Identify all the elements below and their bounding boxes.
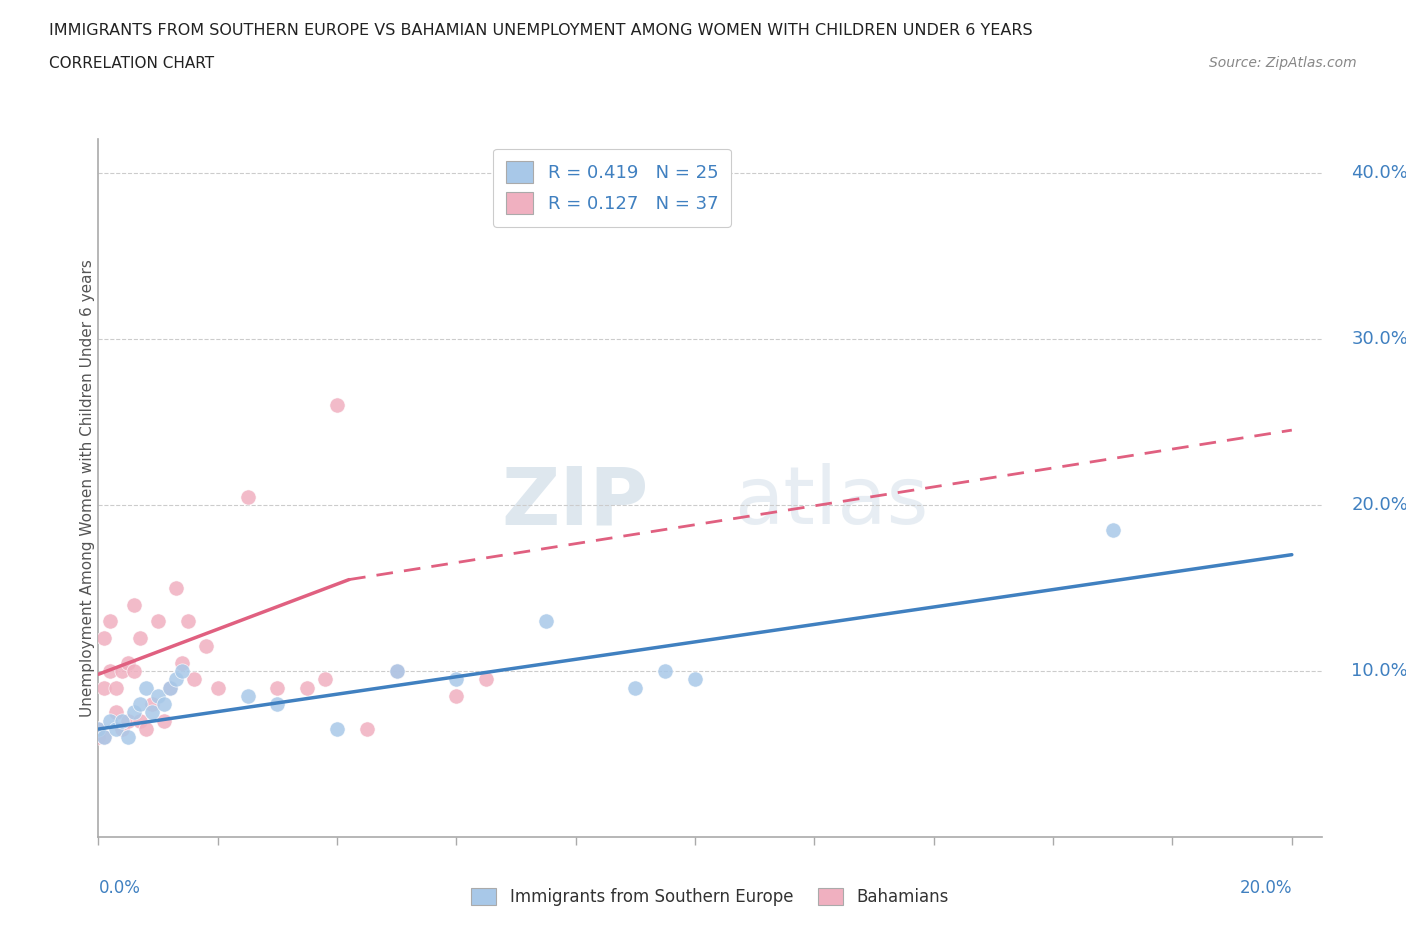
- Point: [624, 680, 647, 695]
- Point: [98, 614, 121, 629]
- Point: [266, 697, 288, 711]
- Point: [117, 730, 139, 745]
- Point: [93, 730, 115, 745]
- Text: 10.0%: 10.0%: [1351, 662, 1406, 680]
- Text: atlas: atlas: [734, 463, 929, 541]
- Point: [165, 671, 187, 686]
- Point: [165, 580, 187, 595]
- Point: [314, 671, 336, 686]
- Point: [1101, 523, 1123, 538]
- Text: CORRELATION CHART: CORRELATION CHART: [49, 56, 214, 71]
- Point: [236, 489, 259, 504]
- Y-axis label: Unemployment Among Women with Children Under 6 years: Unemployment Among Women with Children U…: [80, 259, 94, 717]
- Point: [326, 722, 349, 737]
- Point: [534, 614, 557, 629]
- Legend: Immigrants from Southern Europe, Bahamians: Immigrants from Southern Europe, Bahamia…: [464, 881, 956, 912]
- Point: [297, 680, 319, 695]
- Point: [122, 663, 145, 678]
- Text: Source: ZipAtlas.com: Source: ZipAtlas.com: [1209, 56, 1357, 70]
- Point: [183, 671, 205, 686]
- Point: [141, 705, 163, 720]
- Point: [87, 730, 110, 745]
- Point: [446, 688, 468, 703]
- Point: [153, 697, 176, 711]
- Point: [98, 663, 121, 678]
- Point: [654, 663, 676, 678]
- Point: [117, 713, 139, 728]
- Point: [385, 663, 408, 678]
- Point: [105, 680, 128, 695]
- Point: [117, 655, 139, 670]
- Point: [93, 631, 115, 645]
- Point: [111, 713, 134, 728]
- Point: [122, 597, 145, 612]
- Point: [177, 614, 200, 629]
- Point: [146, 614, 169, 629]
- Point: [135, 722, 157, 737]
- Point: [236, 688, 259, 703]
- Point: [111, 663, 134, 678]
- Point: [475, 671, 498, 686]
- Text: IMMIGRANTS FROM SOUTHERN EUROPE VS BAHAMIAN UNEMPLOYMENT AMONG WOMEN WITH CHILDR: IMMIGRANTS FROM SOUTHERN EUROPE VS BAHAM…: [49, 23, 1033, 38]
- Text: ZIP: ZIP: [502, 463, 648, 541]
- Point: [129, 697, 152, 711]
- Point: [159, 680, 181, 695]
- Text: 0.0%: 0.0%: [98, 879, 141, 897]
- Text: 30.0%: 30.0%: [1351, 330, 1406, 348]
- Text: 20.0%: 20.0%: [1239, 879, 1292, 897]
- Point: [207, 680, 229, 695]
- Point: [194, 639, 217, 654]
- Point: [159, 680, 181, 695]
- Point: [93, 730, 115, 745]
- Point: [146, 688, 169, 703]
- Point: [141, 697, 163, 711]
- Point: [385, 663, 408, 678]
- Point: [326, 398, 349, 413]
- Point: [105, 705, 128, 720]
- Point: [105, 722, 128, 737]
- Point: [111, 722, 134, 737]
- Point: [356, 722, 378, 737]
- Point: [98, 713, 121, 728]
- Point: [87, 722, 110, 737]
- Point: [683, 671, 706, 686]
- Point: [129, 713, 152, 728]
- Point: [93, 680, 115, 695]
- Point: [87, 722, 110, 737]
- Text: 40.0%: 40.0%: [1351, 164, 1406, 181]
- Point: [170, 655, 193, 670]
- Text: 20.0%: 20.0%: [1351, 496, 1406, 514]
- Point: [135, 680, 157, 695]
- Point: [446, 671, 468, 686]
- Point: [153, 713, 176, 728]
- Point: [170, 663, 193, 678]
- Point: [266, 680, 288, 695]
- Point: [129, 631, 152, 645]
- Point: [122, 705, 145, 720]
